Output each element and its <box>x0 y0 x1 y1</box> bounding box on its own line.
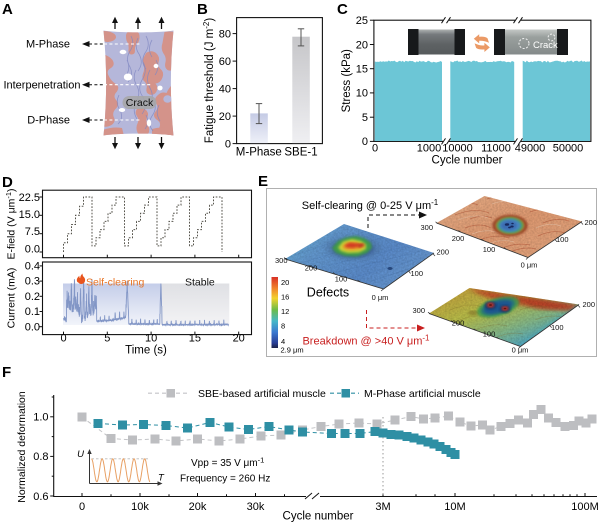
svg-text:Fatigue threshold (J m-2): Fatigue threshold (J m-2) <box>202 18 216 144</box>
svg-text:100: 100 <box>556 235 569 244</box>
svg-text:Breakdown @ >40 V μm-1: Breakdown @ >40 V μm-1 <box>302 334 430 348</box>
svg-text:0.1: 0.1 <box>25 306 40 318</box>
svg-text:0.0: 0.0 <box>25 321 40 333</box>
svg-text:Current (mA): Current (mA) <box>6 268 18 329</box>
svg-text:300: 300 <box>412 306 425 315</box>
svg-text:100: 100 <box>335 275 348 284</box>
svg-text:10000: 10000 <box>442 143 473 155</box>
svg-text:Self-clearing: Self-clearing <box>86 277 145 289</box>
svg-text:M-Phase artificial muscle: M-Phase artificial muscle <box>364 388 481 400</box>
svg-text:7.5: 7.5 <box>25 226 40 238</box>
svg-text:Time (s): Time (s) <box>125 345 167 357</box>
svg-text:M-Phase: M-Phase <box>236 147 282 159</box>
svg-text:15: 15 <box>356 64 368 76</box>
svg-text:Crack: Crack <box>533 40 558 51</box>
svg-text:10k: 10k <box>131 501 149 513</box>
svg-text:49000: 49000 <box>515 143 546 155</box>
svg-text:0.4: 0.4 <box>25 261 40 273</box>
svg-text:0: 0 <box>79 501 85 513</box>
svg-text:100M: 100M <box>571 501 599 513</box>
svg-text:80: 80 <box>219 28 231 40</box>
svg-text:200: 200 <box>452 234 465 243</box>
svg-text:10: 10 <box>145 333 157 345</box>
svg-text:T: T <box>158 473 165 484</box>
svg-text:D-Phase: D-Phase <box>27 115 70 127</box>
svg-text:C: C <box>337 1 348 18</box>
svg-text:Stress (kPa): Stress (kPa) <box>341 49 353 112</box>
svg-text:5: 5 <box>104 333 110 345</box>
svg-text:3M: 3M <box>375 501 390 513</box>
svg-text:20: 20 <box>356 39 368 51</box>
svg-text:40: 40 <box>219 83 231 95</box>
svg-text:Self-clearing @ 0-25 V μm-1: Self-clearing @ 0-25 V μm-1 <box>302 198 439 212</box>
svg-text:22.5: 22.5 <box>19 192 40 204</box>
svg-text:E-field (V μm-1): E-field (V μm-1) <box>4 188 18 259</box>
svg-text:M-Phase: M-Phase <box>26 39 70 51</box>
svg-text:12: 12 <box>281 307 289 316</box>
svg-text:A: A <box>2 1 13 18</box>
svg-text:11000: 11000 <box>481 143 511 155</box>
svg-text:SBE-based artificial muscle: SBE-based artificial muscle <box>198 388 326 400</box>
svg-text:200: 200 <box>305 264 318 273</box>
svg-text:30k: 30k <box>247 501 265 513</box>
svg-text:1.0: 1.0 <box>33 412 48 424</box>
svg-text:Crack: Crack <box>126 97 154 109</box>
svg-text:15: 15 <box>189 333 201 345</box>
svg-text:0.8: 0.8 <box>33 451 48 463</box>
svg-text:E: E <box>258 173 268 190</box>
svg-text:D: D <box>2 174 13 191</box>
svg-text:Stable: Stable <box>185 277 215 289</box>
svg-text:0: 0 <box>225 138 231 150</box>
svg-text:60: 60 <box>219 56 231 68</box>
svg-text:0.6: 0.6 <box>33 491 48 503</box>
svg-text:20: 20 <box>233 333 245 345</box>
svg-text:200: 200 <box>583 300 596 309</box>
svg-text:200: 200 <box>452 319 465 328</box>
svg-text:0 μm: 0 μm <box>372 293 389 302</box>
svg-text:SBE-1: SBE-1 <box>284 147 317 159</box>
svg-text:100: 100 <box>483 330 496 339</box>
svg-text:100: 100 <box>483 245 496 254</box>
svg-text:Frequency = 260 Hz: Frequency = 260 Hz <box>180 474 270 485</box>
svg-text:Defects: Defects <box>307 286 349 300</box>
svg-text:B: B <box>197 1 208 18</box>
svg-text:200: 200 <box>585 218 598 227</box>
svg-text:Interpenetration: Interpenetration <box>3 80 80 92</box>
svg-text:10M: 10M <box>444 501 465 513</box>
svg-text:2.9 μm: 2.9 μm <box>281 346 304 355</box>
svg-text:0: 0 <box>362 136 368 148</box>
svg-text:Vpp = 35 V μm-1: Vpp = 35 V μm-1 <box>191 456 264 470</box>
svg-text:20k: 20k <box>189 501 207 513</box>
svg-text:50000: 50000 <box>553 143 584 155</box>
svg-text:Normalized deformation: Normalized deformation <box>16 391 28 503</box>
svg-text:F: F <box>2 364 11 381</box>
svg-text:8: 8 <box>281 322 285 331</box>
svg-text:0: 0 <box>60 333 66 345</box>
svg-text:25: 25 <box>356 15 368 27</box>
svg-text:0.0: 0.0 <box>25 243 40 255</box>
svg-text:16: 16 <box>281 293 289 302</box>
svg-text:U: U <box>77 449 84 460</box>
svg-text:Cycle number: Cycle number <box>283 511 354 523</box>
svg-text:10: 10 <box>356 88 368 100</box>
svg-text:15.0: 15.0 <box>19 209 40 221</box>
svg-text:100: 100 <box>411 269 424 278</box>
svg-text:4: 4 <box>281 337 285 346</box>
svg-text:0 μm: 0 μm <box>512 346 529 355</box>
svg-text:5: 5 <box>362 112 368 124</box>
svg-text:0.3: 0.3 <box>25 276 40 288</box>
svg-text:Cycle number: Cycle number <box>432 155 503 167</box>
svg-text:200: 200 <box>437 248 450 257</box>
svg-text:300: 300 <box>275 256 288 265</box>
svg-text:1000: 1000 <box>417 143 441 155</box>
svg-text:0: 0 <box>372 143 378 155</box>
svg-text:20: 20 <box>281 278 289 287</box>
svg-text:0 μm: 0 μm <box>521 261 538 270</box>
svg-text:300: 300 <box>420 223 433 232</box>
svg-text:20: 20 <box>219 111 231 123</box>
svg-text:0.2: 0.2 <box>25 291 40 303</box>
svg-text:100: 100 <box>551 323 564 332</box>
